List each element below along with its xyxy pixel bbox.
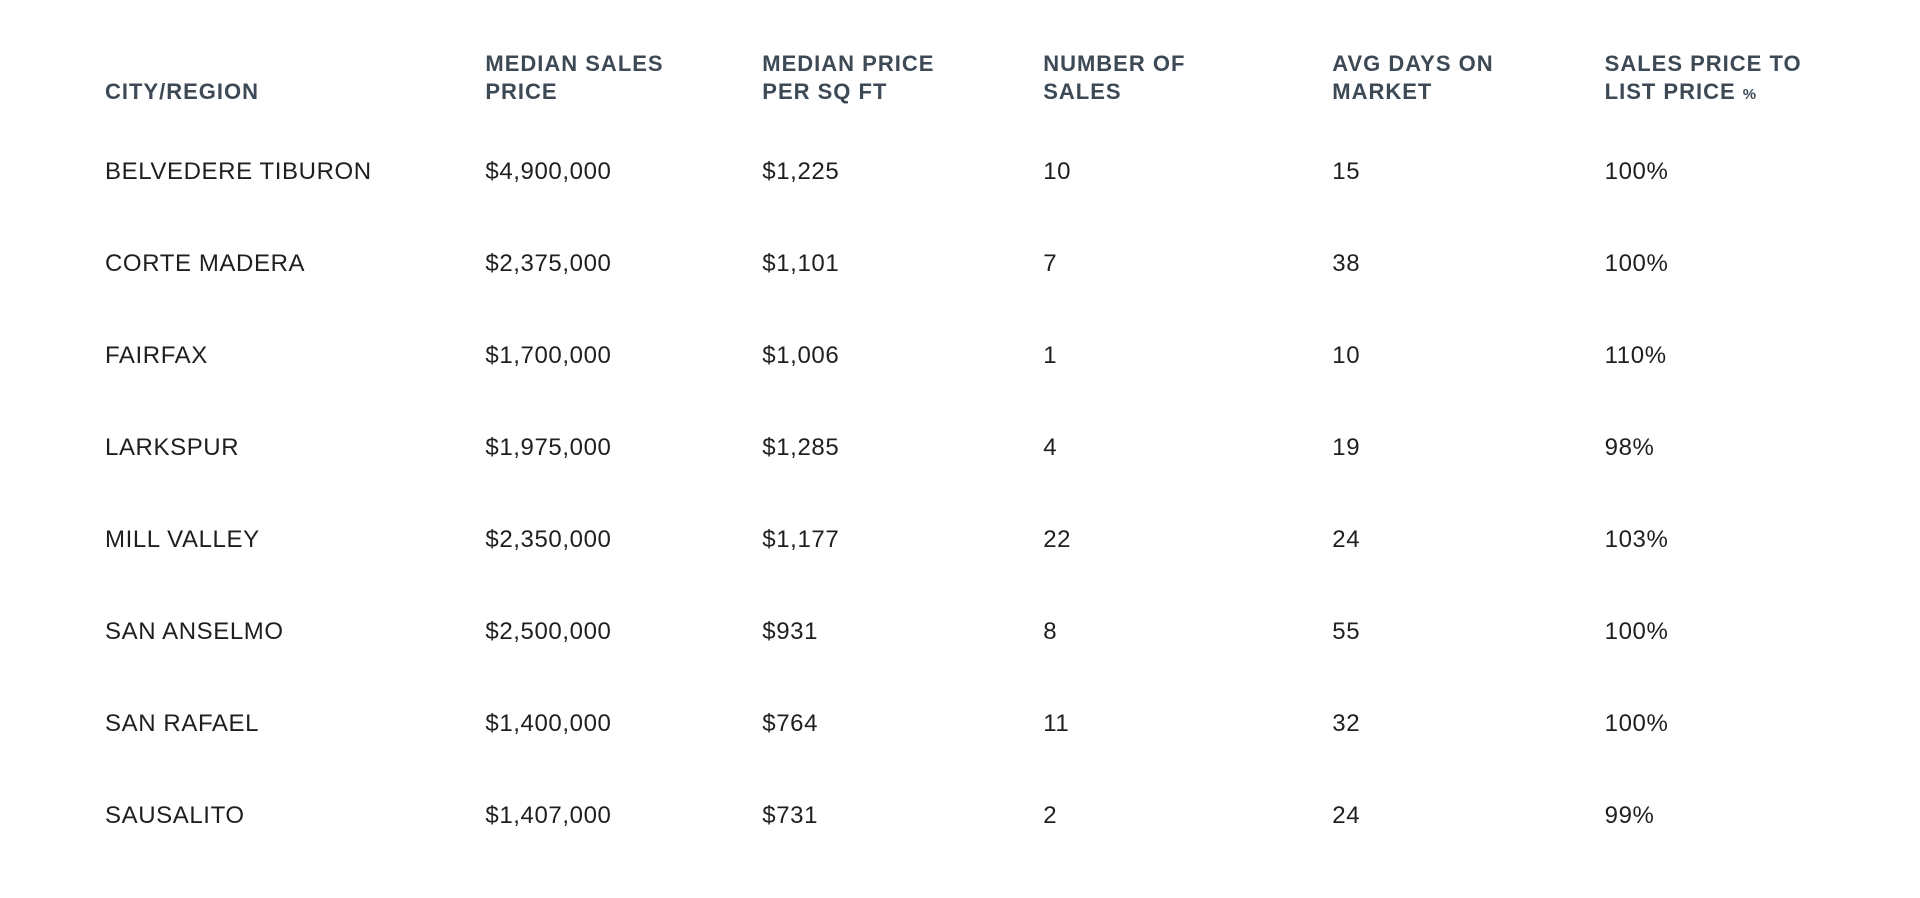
cell-number_of_sales: 10 (1043, 158, 1072, 186)
table-head: CITY/REGION MEDIAN SALES PRICE MEDIAN PRIC… (105, 0, 1920, 126)
table-row: SAUSALITO $1,407,000 $731 2 24 99% (105, 770, 1920, 862)
cell-median_price_per_sqft: $931 (762, 618, 819, 646)
cell-avg_days_on_market: 24 (1332, 802, 1361, 830)
cell-median_sales_price: $4,900,000 (485, 158, 612, 186)
column-header-label: SALES PRICE TO LIST PRICE (1604, 51, 1802, 105)
cell-city: SAUSALITO (105, 802, 245, 830)
cell-sales_price_to_list: 99% (1604, 802, 1655, 830)
table-row: SAN ANSELMO $2,500,000 $931 8 55 100% (105, 586, 1920, 678)
column-header-avg_days_on_market: AVG DAYS ON MARKET (1332, 0, 1604, 126)
cell-number_of_sales: 8 (1043, 618, 1058, 646)
column-header-label: AVG DAYS ON MARKET (1332, 51, 1494, 105)
cell-number_of_sales: 4 (1043, 434, 1058, 462)
table-row: BELVEDERE TIBURON $4,900,000 $1,225 10 15 100… (105, 126, 1920, 218)
cell-median_price_per_sqft: $1,285 (762, 434, 840, 462)
cell-sales_price_to_list: 98% (1604, 434, 1655, 462)
market-stats-table: CITY/REGION MEDIAN SALES PRICE MEDIAN PRIC… (105, 0, 1920, 862)
table-body: BELVEDERE TIBURON $4,900,000 $1,225 10 15 100… (105, 126, 1920, 862)
percent-suffix: % (1742, 86, 1757, 104)
cell-number_of_sales: 22 (1043, 526, 1072, 554)
cell-city: SAN ANSELMO (105, 618, 284, 646)
cell-median_sales_price: $2,350,000 (485, 526, 612, 554)
cell-avg_days_on_market: 38 (1332, 250, 1361, 278)
cell-median_price_per_sqft: $1,225 (762, 158, 840, 186)
column-header-label: MEDIAN SALES PRICE (485, 51, 664, 105)
cell-median_price_per_sqft: $731 (762, 802, 819, 830)
cell-sales_price_to_list: 100% (1604, 250, 1669, 278)
cell-median_price_per_sqft: $764 (762, 710, 819, 738)
column-header-median_sales_price: MEDIAN SALES PRICE (485, 0, 762, 126)
cell-city: CORTE MADERA (105, 250, 306, 278)
column-header-label: MEDIAN PRICE PER SQ FT (762, 51, 935, 105)
column-header-number_of_sales: NUMBER OF SALES (1043, 0, 1332, 126)
cell-avg_days_on_market: 55 (1332, 618, 1361, 646)
cell-median_sales_price: $1,700,000 (485, 342, 612, 370)
cell-city: SAN RAFAEL (105, 710, 260, 738)
table-row: LARKSPUR $1,975,000 $1,285 4 19 98% (105, 402, 1920, 494)
cell-avg_days_on_market: 24 (1332, 526, 1361, 554)
column-header-label: CITY/REGION (105, 79, 260, 105)
cell-avg_days_on_market: 15 (1332, 158, 1361, 186)
cell-median_sales_price: $1,407,000 (485, 802, 612, 830)
column-header-city: CITY/REGION (105, 0, 485, 126)
cell-sales_price_to_list: 100% (1604, 158, 1669, 186)
cell-median_sales_price: $1,400,000 (485, 710, 612, 738)
cell-sales_price_to_list: 100% (1604, 618, 1669, 646)
column-header-label: NUMBER OF SALES (1043, 51, 1186, 105)
cell-number_of_sales: 2 (1043, 802, 1058, 830)
table-row: MILL VALLEY $2,350,000 $1,177 22 24 103% (105, 494, 1920, 586)
table-header-row: CITY/REGION MEDIAN SALES PRICE MEDIAN PRIC… (105, 0, 1920, 126)
column-header-sales_price_to_list: SALES PRICE TO LIST PRICE % (1605, 0, 1920, 126)
cell-median_price_per_sqft: $1,101 (762, 250, 840, 278)
table-row: SAN RAFAEL $1,400,000 $764 11 32 100% (105, 678, 1920, 770)
cell-city: BELVEDERE TIBURON (105, 158, 372, 186)
cell-median_price_per_sqft: $1,006 (762, 342, 840, 370)
cell-city: FAIRFAX (105, 342, 208, 370)
cell-median_sales_price: $2,375,000 (485, 250, 612, 278)
cell-sales_price_to_list: 103% (1604, 526, 1669, 554)
cell-avg_days_on_market: 10 (1332, 342, 1361, 370)
cell-median_sales_price: $2,500,000 (485, 618, 612, 646)
table-row: FAIRFAX $1,700,000 $1,006 1 10 110% (105, 310, 1920, 402)
column-header-median_price_per_sqft: MEDIAN PRICE PER SQ FT (762, 0, 1043, 126)
table-row: CORTE MADERA $2,375,000 $1,101 7 38 100% (105, 218, 1920, 310)
cell-number_of_sales: 11 (1043, 710, 1070, 738)
cell-sales_price_to_list: 100% (1604, 710, 1669, 738)
cell-avg_days_on_market: 32 (1332, 710, 1361, 738)
cell-number_of_sales: 7 (1043, 250, 1058, 278)
cell-number_of_sales: 1 (1043, 342, 1058, 370)
cell-sales_price_to_list: 110% (1604, 342, 1667, 370)
cell-median_price_per_sqft: $1,177 (762, 526, 840, 554)
cell-avg_days_on_market: 19 (1332, 434, 1361, 462)
cell-city: MILL VALLEY (105, 526, 260, 554)
cell-median_sales_price: $1,975,000 (485, 434, 612, 462)
cell-city: LARKSPUR (105, 434, 240, 462)
